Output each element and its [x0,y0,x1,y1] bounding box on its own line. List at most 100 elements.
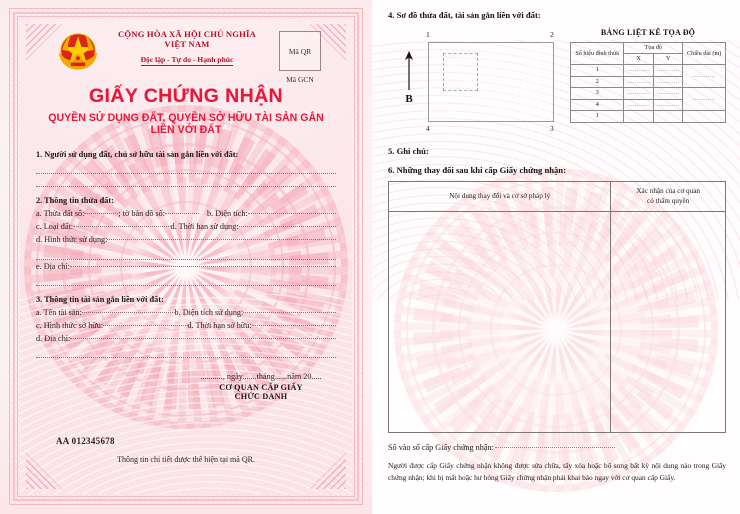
header-authority-confirmation: Xác nhận của cơ quan có thẩm quyền [610,181,726,212]
parcel-diagram: B 1 2 3 4 [388,28,570,136]
parcel-corner-4: 4 [426,124,430,133]
label-asset-address: d. Địa chỉ: [36,334,71,344]
label-asset-name: a. Tên tài sản: [36,307,82,317]
label-use-area: b. Diện tích sử dụng: [174,307,244,317]
vertex-x-input[interactable]: ............ [623,75,654,88]
label-ownership-duration: d. Thời hạn sở hữu: [187,321,252,331]
input-use-duration[interactable] [238,226,337,228]
header-change-content: Nội dung thay đổi và cơ sở pháp lý [387,181,612,212]
coordinate-row: 4 ............ ............ [569,98,726,111]
back-page-content: 4. Sơ đồ thửa đất, tài sản gắn liền với … [387,10,726,483]
vertex-id: 1 [569,64,625,77]
header-y: Y [652,53,684,65]
input-land-address[interactable] [69,265,336,267]
input-ownership-duration[interactable] [251,325,337,327]
section-3-heading: 3. Thông tin tài sản gắn liền với đất: [36,294,164,304]
vertex-x-input[interactable]: ............ [623,87,654,100]
certificate-title: GIẤY CHỨNG NHẬN [88,85,284,107]
diagram-and-coordinates-row: B 1 2 3 4 BẢNG LIỆT KÊ TỌA ĐỘ [388,28,726,136]
section-2-extra-line[interactable] [36,247,336,260]
authority-line-1: Xác nhận của cơ quan [636,187,701,195]
header-x: X [623,53,654,65]
field-asset-address-row: d. Địa chỉ: [36,332,336,345]
coordinate-table-area: BẢNG LIỆT KÊ TỌA ĐỘ Số hiệu đỉnh thửa Tọ… [569,28,726,136]
certificate-back-page: 4. Sơ đồ thửa đất, tài sản gắn liền với … [372,0,740,514]
section-6-heading: 6. Những thay đổi sau khi cấp Giấy chứng… [388,165,566,175]
section-2-address-line-2[interactable] [36,273,336,286]
authority-line-2: có thẩm quyền [647,196,690,205]
serial-number: AA 012345678 [56,436,115,446]
label-use-form: d. Hình thức sử dụng: [36,235,108,245]
label-ownership-form: c. Hình thức sở hữu: [36,321,104,331]
parcel-corner-2: 2 [550,30,554,39]
qr-code-placeholder[interactable]: Mã QR [279,31,321,71]
qr-caption-label: Mã GCN [286,75,314,84]
field-parcel-number-row: a. Thửa đất số: ; tờ bản đồ số: b. Diện … [36,207,336,220]
signature-block: ..........., ngày.......tháng......năm 2… [36,372,336,401]
parcel-corner-1: 1 [426,30,430,39]
vertex-y-input[interactable]: ............ [652,75,684,88]
coordinate-row: 1 ............ ............ ............ [569,64,726,88]
building-footprint-shape[interactable] [443,53,478,91]
input-use-area[interactable] [243,311,337,313]
section-1-line-1[interactable] [36,161,336,174]
certificate-header: CỘNG HÒA XÃ HỘI CHỦ NGHĨA VIỆT NAM Độc l… [36,23,336,84]
authority-confirmation-input[interactable] [610,211,726,433]
input-ownership-form[interactable] [103,325,188,327]
field-use-form-row: d. Hình thức sử dụng: [36,233,336,246]
certificate-footer: AA 012345678 Thông tin chi tiết được thể… [56,436,316,464]
label-map-sheet: ; tờ bản đồ số: [118,209,166,218]
vertex-y-input[interactable]: ............ [652,87,684,100]
certificate-field: CỘNG HÒA XÃ HỘI CHỦ NGHĨA VIỆT NAM Độc l… [20,19,352,494]
vertex-y-input[interactable]: ............ [652,98,684,111]
vertex-x-input[interactable]: ............ [623,64,654,77]
qr-code-area: Mã QR Mã GCN [272,31,328,84]
changes-table-body-row [387,211,726,433]
label-area: b. Diện tích: [207,209,248,218]
book-number-input[interactable] [494,447,615,448]
header-vertex-id: Số hiệu đỉnh thửa [569,42,625,65]
coordinate-table-header-row-1: Số hiệu đỉnh thửa Tọa độ Chiều dài (m) [569,42,726,65]
input-use-form[interactable] [107,239,336,241]
vertex-id: 3 [569,87,625,100]
coordinate-row: 3 ............ ............ ............ [569,87,726,111]
coordinate-table-header-row-2: X Y [571,53,726,65]
signature-date-line[interactable]: ..........., ngày.......tháng......năm 2… [200,372,322,382]
book-number-row: Số vào sổ cấp Giấy chứng nhận: [388,443,726,452]
field-ownership-form-row: c. Hình thức sở hữu: d. Thời hạn sở hữu: [36,319,337,332]
input-asset-name[interactable] [81,311,175,313]
input-area[interactable] [247,213,336,214]
changes-table: Nội dung thay đổi và cơ sở pháp lý Xác n… [387,181,726,433]
vertex-id: 2 [569,75,625,88]
label-parcel-number: a. Thửa đất số: [36,209,85,218]
vertex-x-input[interactable] [623,110,654,123]
coordinate-row: 1 [569,110,726,123]
input-parcel-number[interactable] [84,213,119,214]
vertex-x-input[interactable]: ............ [623,98,654,111]
vertex-y-input[interactable]: ............ [652,64,684,77]
change-content-input[interactable] [387,211,612,433]
certificate-subtitle: QUYỀN SỬ DỤNG ĐẤT, QUYỀN SỞ HỮU TÀI SẢN … [48,112,324,136]
certificate-content: CỘNG HÒA XÃ HỘI CHỦ NGHĨA VIỆT NAM Độc l… [20,23,352,401]
segment-length-input[interactable]: ............ [682,64,726,88]
segment-length-input[interactable] [682,110,726,123]
section-1-line-2[interactable] [36,174,336,187]
vertex-y-input[interactable] [652,110,684,123]
section-1-heading: 1. Người sử dụng đất, chủ sở hữu tài sản… [36,150,239,159]
section-3-address-line-2[interactable] [36,345,336,359]
section-2-heading: 2. Thông tin thửa đất: [36,196,114,205]
field-land-address-row: e. Địa chỉ: [36,260,336,273]
input-land-type[interactable] [73,226,171,228]
header-length: Chiều dài (m) [682,42,726,65]
input-asset-address[interactable] [70,338,336,340]
border-frame-middle [13,12,359,501]
warning-notice: Người được cấp Giấy chứng nhận không đượ… [388,461,726,482]
book-number-label: Số vào sổ cấp Giấy chứng nhận: [388,443,494,452]
parcel-boundary-shape[interactable] [428,42,554,122]
certificate-front-page: CỘNG HÒA XÃ HỘI CHỦ NGHĨA VIỆT NAM Độc l… [0,0,372,514]
changes-table-header-row: Nội dung thay đổi và cơ sở pháp lý Xác n… [387,181,726,212]
segment-length-input[interactable]: ............ [682,87,726,111]
input-map-sheet[interactable] [165,213,200,214]
certificate-form-body: 1. Người sử dụng đất, chủ sở hữu tài sản… [36,150,337,401]
country-name: CỘNG HÒA XÃ HỘI CHỦ NGHĨA VIỆT NAM [118,29,256,49]
